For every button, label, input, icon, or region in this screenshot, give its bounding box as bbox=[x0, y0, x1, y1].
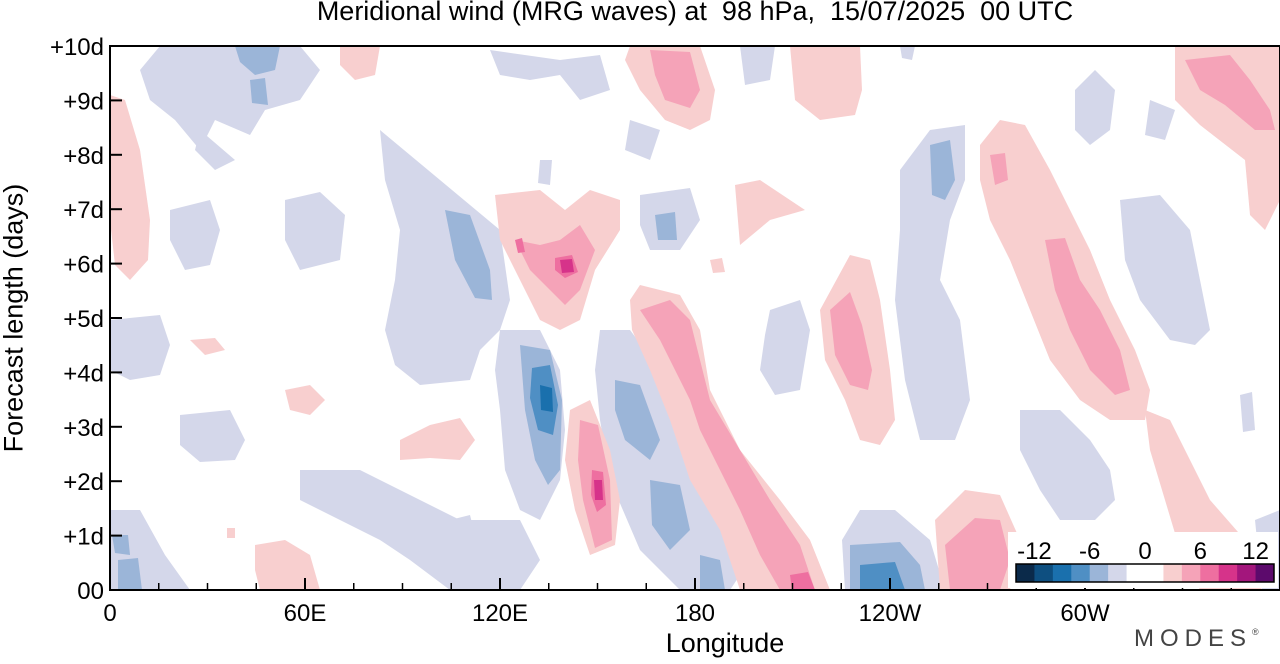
y-tick-label: 00 bbox=[77, 578, 104, 605]
y-axis: 00 +1d +2d +3d +4d +5d +6d +7d +8d +9d +10d bbox=[50, 34, 122, 605]
y-axis-label: Forecast length (days) bbox=[0, 183, 29, 453]
x-axis-label: Longitude bbox=[665, 628, 785, 658]
y-tick-label: +1d bbox=[63, 524, 104, 551]
contour-field bbox=[110, 46, 1280, 590]
y-tick-label: +4d bbox=[63, 360, 104, 387]
y-tick-label: +3d bbox=[63, 415, 104, 442]
y-tick-label: +2d bbox=[63, 469, 104, 496]
colorbar-swatch bbox=[1052, 564, 1072, 582]
positive-contour-peak bbox=[560, 259, 603, 500]
colorbar-label: -6 bbox=[1079, 538, 1100, 565]
colorbar-swatch bbox=[1108, 564, 1128, 582]
negative-contour-strong bbox=[530, 365, 905, 590]
y-tick-label: +6d bbox=[63, 252, 104, 279]
colorbar-swatch bbox=[1034, 564, 1054, 582]
y-tick-label: +8d bbox=[63, 143, 104, 170]
colorbar-swatch bbox=[1089, 564, 1109, 582]
y-tick-label: +9d bbox=[63, 88, 104, 115]
colorbar-label: 12 bbox=[1242, 538, 1269, 565]
colorbar-swatch bbox=[1181, 564, 1201, 582]
x-tick-label: 120W bbox=[859, 600, 922, 627]
x-tick-label: 120E bbox=[472, 600, 528, 627]
chart-title: Meridional wind (MRG waves) at 98 hPa, 1… bbox=[316, 0, 1074, 26]
y-tick-label: +5d bbox=[63, 306, 104, 333]
colorbar-swatch bbox=[1255, 564, 1275, 582]
y-tick-label: +7d bbox=[63, 197, 104, 224]
colorbar-swatch bbox=[1163, 564, 1183, 582]
x-tick-label: 60W bbox=[1060, 600, 1110, 627]
colorbar-label: 0 bbox=[1138, 538, 1151, 565]
colorbar-legend: -12 -6 0 6 12 bbox=[1008, 532, 1278, 588]
colorbar-label: -12 bbox=[1017, 538, 1052, 565]
y-tick-label: +10d bbox=[50, 34, 104, 61]
colorbar-swatch bbox=[1237, 564, 1257, 582]
colorbar-swatch bbox=[1200, 564, 1220, 582]
logo-text: MODES bbox=[1134, 625, 1253, 652]
colorbar-swatch bbox=[1218, 564, 1238, 582]
colorbar-label: 6 bbox=[1194, 538, 1207, 565]
modes-logo: MODES® bbox=[1134, 625, 1259, 653]
negative-contour-medium bbox=[112, 46, 955, 590]
x-tick-label: 0 bbox=[103, 600, 116, 627]
logo-mark: ® bbox=[1252, 627, 1259, 637]
x-axis: 0 60E 120E 180 120W 60W bbox=[103, 578, 1232, 627]
colorbar-swatch bbox=[1126, 564, 1164, 582]
negative-contour-peak bbox=[540, 385, 553, 412]
colorbar-swatch bbox=[1016, 564, 1035, 582]
colorbar-swatch bbox=[1071, 564, 1091, 582]
x-tick-label: 180 bbox=[675, 600, 715, 627]
colorbar-frame bbox=[1015, 563, 1275, 583]
x-tick-label: 60E bbox=[284, 600, 327, 627]
